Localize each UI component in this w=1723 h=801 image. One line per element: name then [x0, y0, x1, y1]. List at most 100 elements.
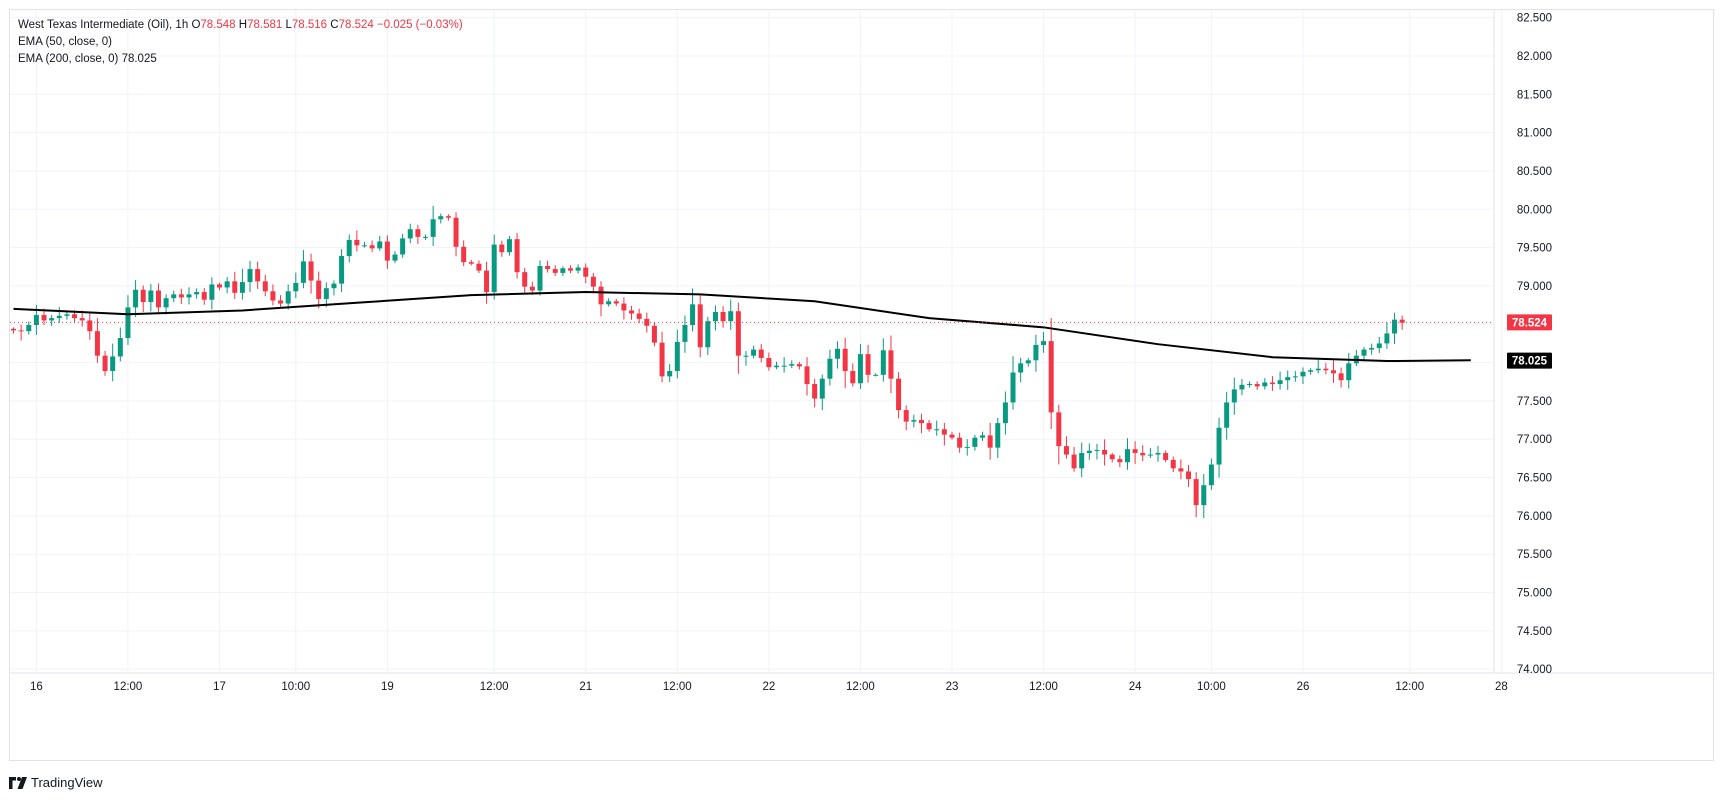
candle-body	[1384, 333, 1390, 344]
candle-body	[949, 434, 955, 438]
candle-body	[415, 229, 421, 237]
candle-body	[1300, 371, 1306, 377]
candle-body	[361, 245, 367, 247]
candle-body	[1323, 368, 1329, 371]
candle-body	[590, 276, 596, 287]
candle-body	[87, 320, 93, 332]
candle-body	[1124, 449, 1130, 463]
candle-body	[789, 364, 795, 366]
candle-body	[1063, 446, 1069, 455]
legend-symbol[interactable]: West Texas Intermediate (Oil), 1h	[18, 19, 189, 31]
candle-body	[743, 355, 749, 357]
candle-body	[72, 314, 78, 319]
candle-body	[873, 374, 879, 376]
candle-body	[1399, 319, 1405, 323]
candle-body	[331, 283, 337, 289]
candle-body	[796, 364, 802, 367]
candle-body	[781, 365, 787, 367]
time-tick-label: 12:00	[1395, 681, 1424, 693]
candle-body	[537, 266, 543, 291]
candle-body	[865, 354, 871, 375]
candle-body	[133, 289, 139, 308]
candle-body	[102, 355, 108, 372]
time-tick-label: 26	[1297, 681, 1310, 693]
candle-body	[1048, 341, 1054, 413]
time-tick-label: 10:00	[281, 681, 310, 693]
candle-body	[819, 378, 825, 399]
price-tick-label: 75.000	[1517, 588, 1552, 600]
candle-body	[377, 241, 383, 249]
price-tick-label: 75.500	[1517, 549, 1552, 561]
candle-body	[995, 423, 1001, 448]
candle-body	[1308, 370, 1314, 372]
legend-ema50-row[interactable]: EMA (50, close, 0)	[18, 34, 463, 51]
candle-body	[522, 272, 528, 287]
candle-body	[293, 282, 299, 292]
legend-low-label: L	[285, 19, 292, 31]
candle-body	[1056, 412, 1062, 447]
candle-body	[255, 269, 261, 282]
candle-body	[140, 289, 146, 303]
candle-body	[194, 292, 200, 295]
candle-body	[163, 298, 169, 308]
candle-body	[1338, 373, 1344, 381]
time-tick-label: 24	[1129, 681, 1142, 693]
candle-body	[606, 301, 612, 305]
price-chart[interactable]: 82.500 82.000 81.500 81.000 80.500 80.000 79.5…	[10, 10, 1715, 762]
candle-body	[835, 348, 841, 359]
tradingview-brand[interactable]: TradingView	[9, 775, 103, 790]
candle-body	[567, 268, 573, 271]
legend-ema200-row[interactable]: EMA (200, close, 0) 78.025	[18, 51, 463, 68]
candle-body	[705, 321, 711, 348]
ema200-tag-label: 78.025	[1512, 356, 1548, 368]
candle-body	[224, 281, 230, 288]
candle-body	[484, 270, 490, 293]
candle-body	[613, 301, 619, 304]
chart-frame[interactable]: 82.500 82.000 81.500 81.000 80.500 80.000 79.5…	[9, 9, 1715, 762]
candle-body	[41, 315, 47, 321]
candle-body	[941, 429, 947, 435]
candle-body	[674, 341, 680, 372]
candle-body	[1086, 450, 1092, 454]
candle-body	[1041, 341, 1047, 345]
candle-body	[1231, 389, 1237, 403]
candle-body	[560, 268, 566, 273]
price-tick-label: 74.000	[1517, 664, 1552, 676]
time-tick-label: 19	[381, 681, 394, 693]
price-tick-label: 80.500	[1517, 166, 1552, 178]
candles	[11, 205, 1405, 519]
time-tick-label: 12:00	[846, 681, 875, 693]
legend-ema50: EMA (50, close, 0)	[18, 36, 112, 48]
legend-change: −0.025 (−0.03%)	[376, 19, 463, 31]
candle-body	[621, 303, 627, 311]
time-tick-label: 12:00	[663, 681, 692, 693]
candle-body	[812, 384, 818, 399]
candle-body	[758, 349, 764, 358]
candle-body	[445, 216, 451, 218]
candle-body	[1109, 454, 1115, 460]
candle-body	[354, 239, 360, 246]
price-tick-label: 82.000	[1517, 51, 1552, 63]
candle-body	[1392, 319, 1398, 334]
price-tick-label: 76.000	[1517, 511, 1552, 523]
candle-body	[491, 244, 497, 293]
candle-body	[499, 244, 505, 253]
time-tick-label: 17	[213, 681, 226, 693]
candle-body	[583, 267, 589, 277]
candle-body	[430, 219, 436, 237]
candle-body	[1132, 449, 1138, 454]
candle-body	[1010, 372, 1016, 403]
candle-body	[186, 294, 192, 298]
candle-body	[804, 366, 810, 385]
candle-body	[247, 269, 253, 283]
candle-body	[148, 290, 154, 303]
candle-body	[346, 239, 352, 257]
candle-body	[1117, 459, 1123, 463]
candle-body	[239, 282, 245, 293]
candle-body	[339, 256, 345, 284]
candle-body	[880, 350, 886, 375]
candle-body	[651, 325, 657, 343]
candle-body	[1178, 468, 1184, 472]
candle-body	[903, 410, 909, 422]
candle-body	[1247, 384, 1253, 386]
